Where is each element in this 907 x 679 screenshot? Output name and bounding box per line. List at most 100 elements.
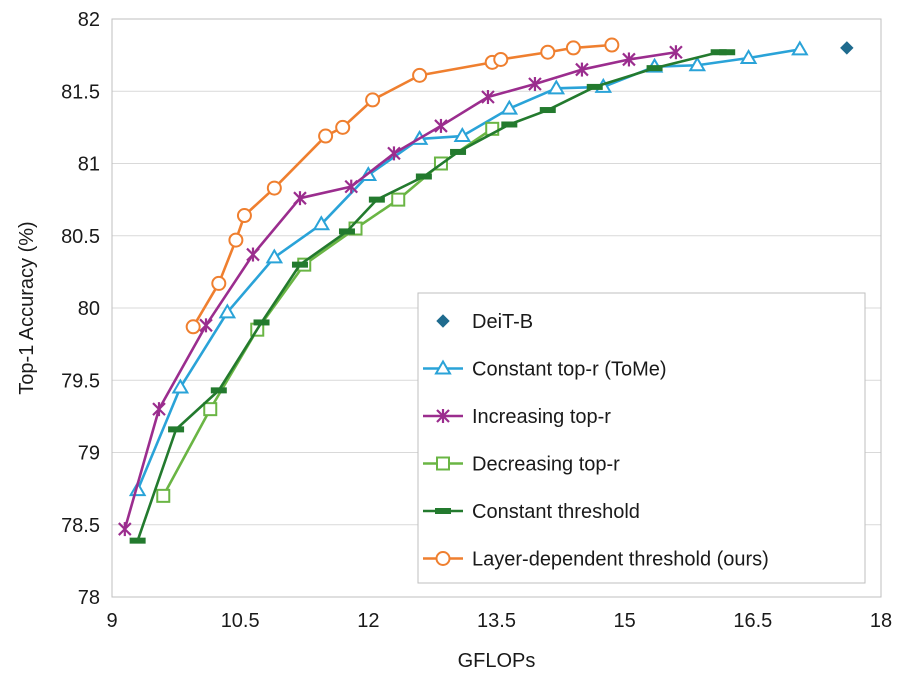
tick-labels: 9 10.5 12 13.5 15 16.5 18 78 78.5 79 79.5 80 80.5 81 8… (61, 9, 892, 632)
y-tick-label: 78.5 (61, 515, 100, 537)
legend-box (417, 292, 866, 584)
legend-label: Increasing top-r (472, 406, 611, 428)
data-point (246, 247, 260, 262)
data-point (265, 248, 284, 264)
legend-label: Decreasing top-r (472, 454, 620, 476)
series-layer (118, 37, 854, 544)
legend-marker (436, 409, 450, 423)
data-point (210, 387, 227, 394)
data-point (434, 118, 448, 133)
y-axis-label: Top-1 Accuracy (%) (16, 221, 38, 394)
data-point (739, 49, 758, 65)
legend-label: Layer-dependent threshold (ours) (472, 549, 769, 571)
data-point (168, 426, 185, 433)
x-tick-label: 9 (106, 610, 117, 632)
data-point (528, 77, 542, 92)
legend-marker (436, 314, 450, 328)
y-tick-label: 80 (78, 298, 100, 320)
legend-item: Constant threshold (423, 501, 640, 523)
series-4 (129, 49, 736, 544)
data-point (604, 37, 620, 53)
legend-item: Decreasing top-r (423, 454, 620, 476)
data-point (453, 127, 472, 143)
data-point (565, 40, 581, 56)
data-point (539, 107, 556, 114)
series-2 (118, 45, 683, 537)
data-point (344, 179, 359, 194)
data-point (481, 90, 495, 105)
legend: DeiT-B Constant top-r (ToMe) Increasing to… (417, 292, 866, 584)
data-point (719, 49, 736, 56)
x-tick-label: 16.5 (733, 610, 772, 632)
y-tick-label: 79.5 (61, 370, 100, 392)
legend-label: Constant threshold (472, 501, 640, 523)
data-point (203, 402, 218, 417)
data-point (646, 65, 663, 72)
y-tick-label: 79 (78, 443, 100, 465)
data-point (253, 319, 270, 326)
x-tick-label: 15 (614, 610, 636, 632)
data-point (318, 128, 334, 144)
plot-area-frame (111, 18, 882, 598)
y-tick-label: 78 (78, 587, 100, 609)
data-point (500, 99, 519, 115)
data-point (236, 208, 252, 224)
y-tick-label: 81.5 (61, 81, 100, 103)
data-point (118, 522, 132, 537)
data-point (450, 148, 467, 155)
legend-marker (436, 456, 450, 471)
y-tick-label: 81 (78, 154, 100, 176)
data-point (412, 67, 428, 83)
data-point (365, 92, 381, 108)
legend-label: DeiT-B (472, 311, 533, 333)
data-point (493, 51, 509, 67)
legend-item: Increasing top-r (423, 406, 611, 428)
data-point (266, 180, 282, 196)
data-point (688, 56, 707, 72)
data-point (540, 44, 556, 60)
data-point (312, 215, 331, 231)
data-point (228, 232, 244, 248)
data-point (338, 228, 355, 235)
data-point (218, 303, 237, 319)
y-tick-label: 82 (78, 9, 100, 31)
data-point (586, 83, 603, 90)
data-point (293, 191, 307, 206)
data-point (185, 319, 201, 335)
data-point (501, 121, 518, 128)
x-tick-label: 18 (870, 610, 892, 632)
x-axis-label: GFLOPs (458, 650, 536, 672)
data-point (129, 537, 146, 544)
data-point (199, 318, 213, 333)
x-tick-label: 10.5 (221, 610, 260, 632)
y-tick-label: 80.5 (61, 226, 100, 248)
legend-marker (434, 359, 452, 375)
legend-marker (435, 551, 451, 566)
x-tick-label: 12 (357, 610, 379, 632)
data-point (710, 49, 727, 56)
data-point (335, 119, 351, 135)
data-point (791, 40, 809, 56)
legend-marker (435, 508, 451, 514)
data-point (575, 62, 589, 77)
data-point (152, 402, 166, 417)
data-point (171, 378, 190, 394)
data-point (547, 79, 566, 95)
data-point (415, 173, 432, 180)
data-point (840, 41, 854, 55)
legend-item: Layer-dependent threshold (ours) (423, 549, 769, 571)
data-point (368, 196, 385, 203)
legend-label: Constant top-r (ToMe) (472, 359, 667, 381)
series-0 (840, 41, 854, 55)
data-point (391, 192, 406, 207)
data-point (156, 488, 171, 503)
data-point (211, 275, 227, 291)
data-point (622, 52, 636, 67)
series-5 (185, 37, 620, 335)
data-point (291, 261, 308, 268)
legend-item: DeiT-B (436, 311, 533, 333)
data-point (669, 45, 683, 60)
legend-item: Constant top-r (ToMe) (423, 359, 667, 381)
